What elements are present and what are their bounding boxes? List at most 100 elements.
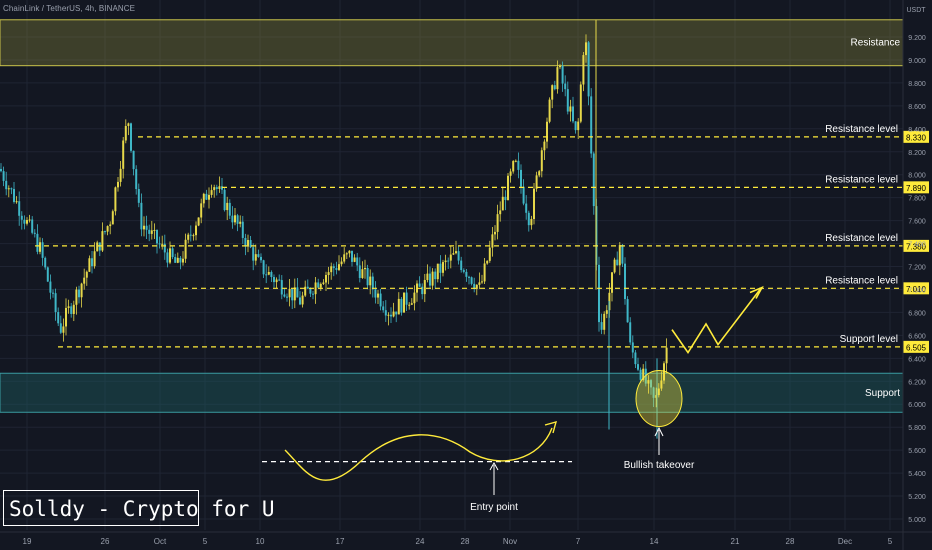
candle-body bbox=[5, 180, 8, 190]
candle-body bbox=[634, 352, 637, 365]
candle-body bbox=[208, 194, 210, 200]
candle-body bbox=[559, 65, 561, 68]
price-tag: 7.010 bbox=[906, 285, 927, 294]
y-tick-label: 7.000 bbox=[908, 287, 926, 294]
candle-body bbox=[343, 254, 346, 262]
candle-body bbox=[488, 247, 491, 261]
candle-body bbox=[197, 217, 200, 226]
candle-body bbox=[436, 263, 439, 280]
candle-body bbox=[639, 369, 642, 380]
x-tick-label: Dec bbox=[838, 537, 852, 546]
x-tick-label: 21 bbox=[731, 537, 740, 546]
y-tick-label: 9.200 bbox=[908, 35, 926, 42]
candle-body bbox=[338, 264, 340, 270]
candle-body bbox=[7, 188, 10, 190]
candle-body bbox=[384, 310, 387, 316]
candle-body bbox=[650, 380, 652, 388]
candle-body bbox=[62, 326, 65, 333]
candle-body bbox=[0, 168, 2, 172]
candle-body bbox=[171, 248, 174, 258]
y-tick-label: 8.200 bbox=[908, 150, 926, 157]
candle-body bbox=[31, 219, 34, 233]
candle-body bbox=[319, 283, 322, 288]
grid-lines bbox=[0, 0, 903, 530]
candle-body bbox=[572, 106, 574, 122]
y-tick-label: 7.600 bbox=[908, 219, 926, 226]
candle-body bbox=[135, 169, 138, 190]
candle-body bbox=[395, 311, 398, 315]
candle-body bbox=[247, 240, 249, 247]
y-tick-label: 6.600 bbox=[908, 333, 926, 340]
candle-body bbox=[486, 260, 489, 264]
candle-body bbox=[579, 84, 582, 122]
wave-path bbox=[284, 427, 553, 481]
candle-body bbox=[213, 187, 216, 191]
candle-body bbox=[452, 253, 455, 255]
candle-body bbox=[59, 323, 62, 333]
candle-body bbox=[556, 67, 559, 90]
candle-body bbox=[124, 125, 127, 141]
candle-body bbox=[283, 294, 286, 297]
candle-body bbox=[104, 231, 106, 233]
y-tick-label: 8.400 bbox=[908, 127, 926, 134]
bullish-takeover-label: Bullish takeover bbox=[624, 460, 695, 471]
candle-body bbox=[117, 181, 119, 188]
candle-body bbox=[148, 229, 151, 234]
entry-arrowhead bbox=[489, 461, 499, 471]
candle-body bbox=[535, 175, 538, 189]
candle-body bbox=[566, 89, 569, 112]
candle-body bbox=[364, 268, 366, 270]
y-tick-label: 7.400 bbox=[908, 242, 926, 249]
candle-body bbox=[496, 214, 499, 232]
candle-body bbox=[564, 83, 567, 90]
candle-body bbox=[457, 251, 460, 261]
y-tick-label: 6.200 bbox=[908, 379, 926, 386]
candle-body bbox=[70, 306, 73, 314]
candle-body bbox=[28, 219, 31, 221]
candle-body bbox=[470, 277, 473, 284]
candle-body bbox=[72, 304, 75, 314]
x-tick-label: 17 bbox=[336, 537, 345, 546]
candle-body bbox=[109, 224, 112, 227]
candle-body bbox=[130, 123, 132, 151]
candle-body bbox=[600, 322, 603, 330]
y-tick-label: 9.000 bbox=[908, 58, 926, 65]
level-label: Support level bbox=[840, 334, 898, 345]
candle-body bbox=[98, 242, 101, 251]
candle-body bbox=[231, 215, 234, 223]
candle-body bbox=[423, 280, 426, 295]
y-tick-label: 6.400 bbox=[908, 356, 926, 363]
candle-body bbox=[374, 289, 377, 298]
candle-body bbox=[67, 306, 70, 308]
candle-body bbox=[187, 234, 190, 240]
candle-body bbox=[410, 303, 413, 305]
candle-body bbox=[249, 240, 252, 248]
y-tick-label: 6.000 bbox=[908, 402, 926, 409]
candle-body bbox=[260, 256, 262, 261]
candle-body bbox=[36, 233, 39, 252]
candle-body bbox=[176, 257, 179, 263]
candle-body bbox=[551, 85, 554, 100]
candle-body bbox=[665, 347, 668, 364]
candle-body bbox=[241, 221, 244, 238]
candle-body bbox=[520, 169, 522, 187]
candle-body bbox=[442, 262, 444, 273]
candle-body bbox=[413, 292, 416, 304]
price-tag: 6.505 bbox=[906, 343, 927, 352]
candle-body bbox=[548, 99, 551, 122]
x-tick-label: 26 bbox=[101, 537, 110, 546]
candle-body bbox=[483, 263, 486, 282]
candle-body bbox=[431, 271, 434, 286]
candle-body bbox=[592, 153, 595, 207]
candle-body bbox=[44, 257, 47, 268]
candle-body bbox=[543, 141, 546, 151]
candle-body bbox=[10, 188, 13, 190]
candle-body bbox=[327, 272, 330, 276]
candle-body bbox=[312, 293, 314, 295]
candle-body bbox=[460, 260, 463, 271]
price-tag-bg bbox=[903, 340, 929, 353]
y-tick-label: 5.800 bbox=[908, 425, 926, 432]
candle-body bbox=[637, 364, 639, 370]
candle-body bbox=[57, 312, 60, 324]
